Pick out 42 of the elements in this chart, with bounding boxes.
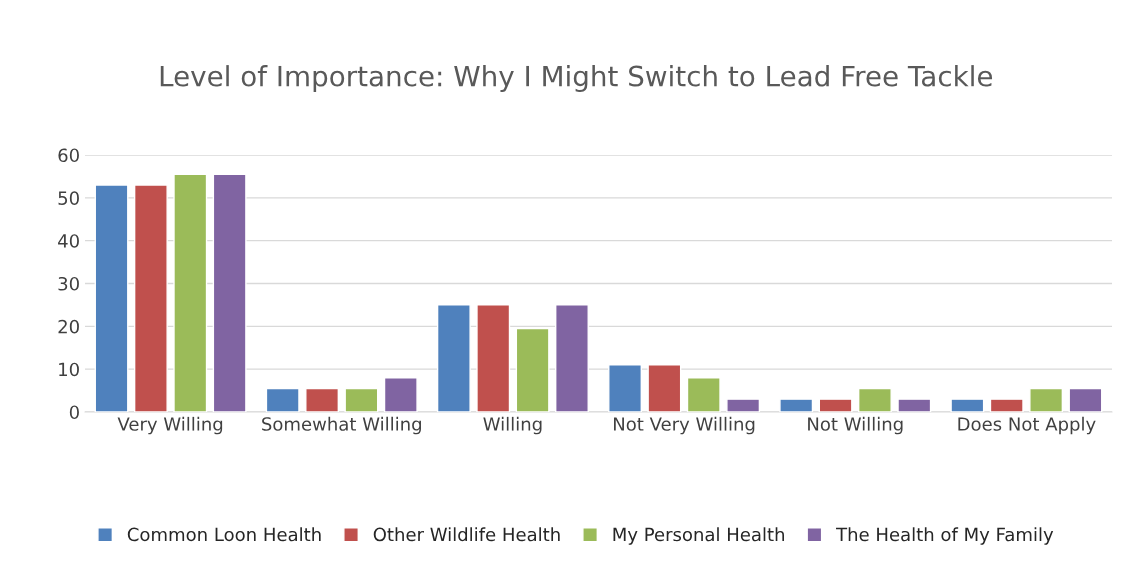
bar (686, 377, 721, 412)
bar (515, 327, 550, 412)
x-tick-label: Not Willing (808, 416, 903, 435)
bar (818, 398, 853, 412)
bar (1068, 387, 1103, 412)
bar (555, 304, 589, 412)
x-tick-label: Somewhat Willing (262, 416, 421, 435)
chart-title: Level of Importance: Why I Might Switch to Lead Free Tackle (160, 65, 993, 92)
x-tick-label: Very Willing (117, 416, 223, 435)
legend-label: Common Loon Health (127, 527, 321, 542)
bar (94, 184, 129, 412)
bar (436, 304, 471, 412)
x-tick-label: Does Not Apply (958, 416, 1096, 435)
bar (647, 364, 682, 412)
bar (950, 398, 985, 412)
y-tick-label: 10 (59, 362, 79, 377)
bar (476, 304, 511, 412)
y-tick-label: 20 (58, 319, 79, 334)
bar (726, 398, 761, 412)
y-tick-label: 50 (58, 191, 79, 205)
bar (897, 398, 932, 412)
bar (608, 364, 642, 412)
bar (779, 398, 814, 412)
legend-label: Other Wildlife Health (373, 527, 560, 542)
y-tick-label: 0 (69, 405, 79, 420)
x-tick-label: Not Very Willing (614, 416, 755, 435)
y-tick-label: 40 (58, 234, 79, 248)
bar (265, 387, 300, 412)
legend-label: The Health of My Family (836, 527, 1054, 545)
bar (133, 184, 168, 412)
x-tick-label: Willing (483, 416, 542, 435)
bar (305, 387, 340, 412)
bar (1029, 387, 1064, 412)
bar (383, 377, 418, 412)
bar (344, 387, 379, 412)
bar (212, 173, 247, 412)
bar (857, 387, 892, 412)
y-tick-label: 60 (58, 148, 79, 163)
bar (173, 173, 208, 412)
legend-label: My Personal Health (613, 527, 784, 545)
bar (989, 398, 1024, 412)
y-tick-label: 30 (58, 276, 79, 291)
